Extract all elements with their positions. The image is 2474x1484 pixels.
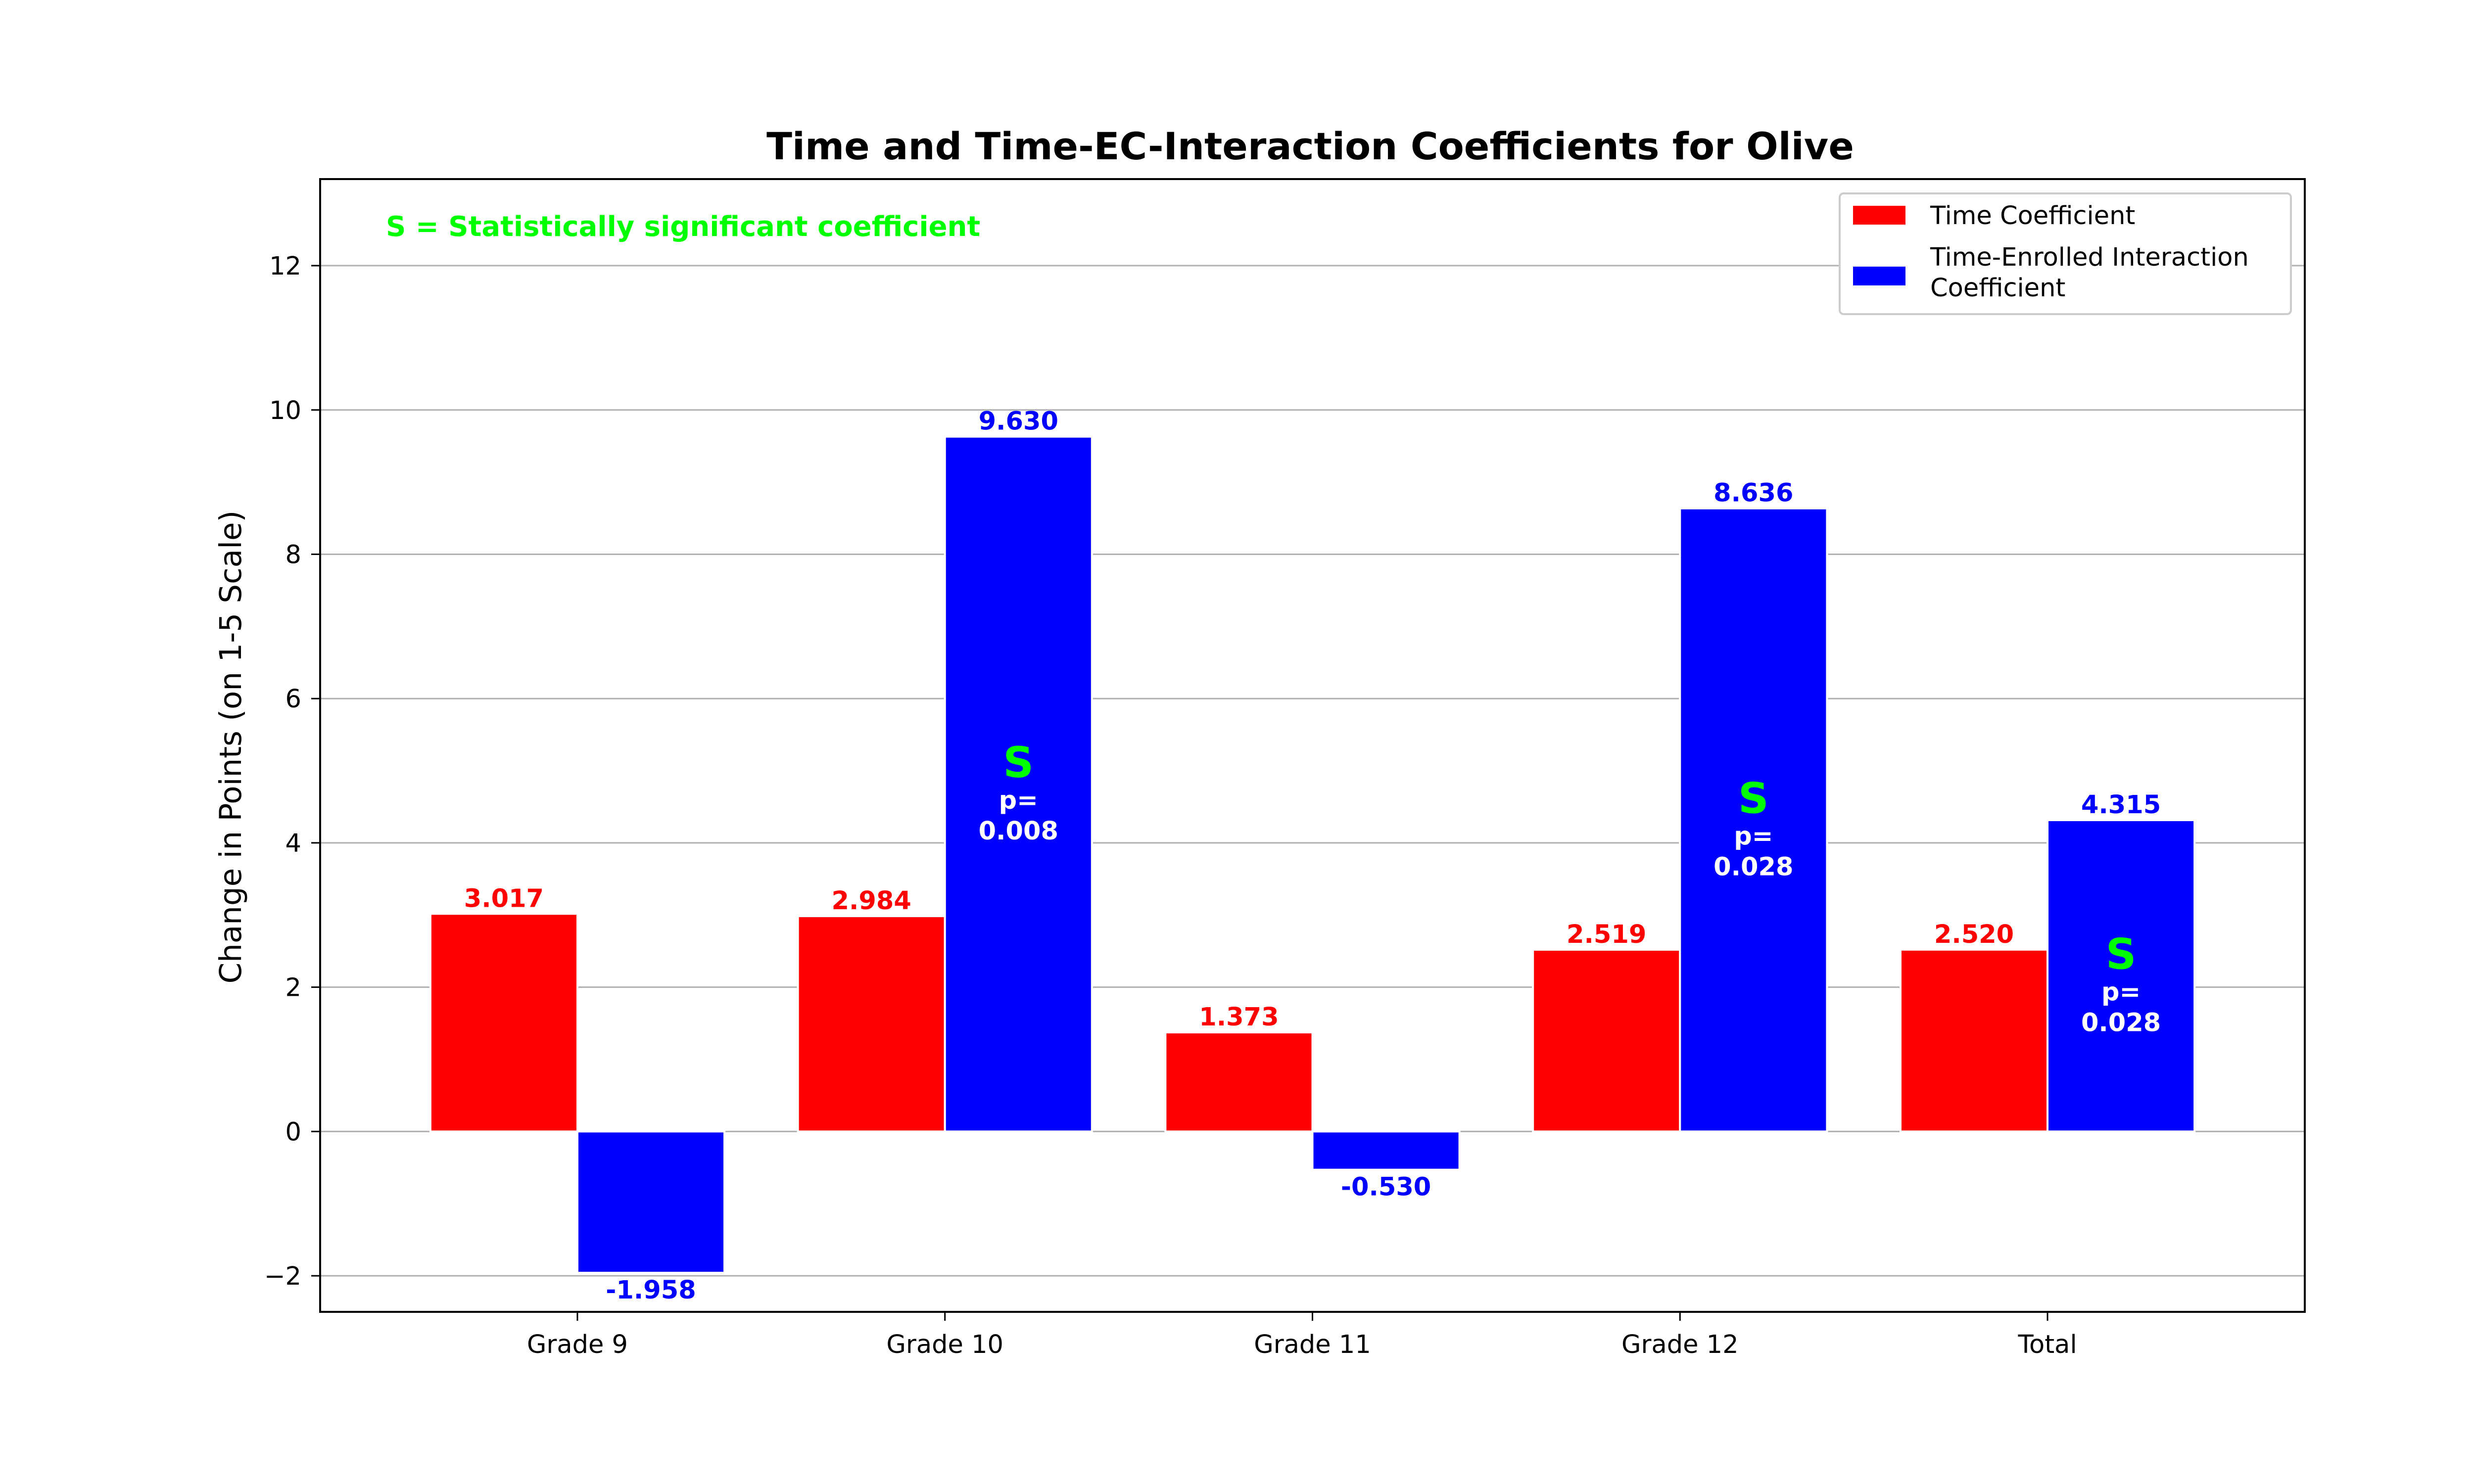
bar <box>797 915 946 1133</box>
data-label: -0.530 <box>1341 1173 1431 1202</box>
y-tick-label: 0 <box>285 1117 301 1147</box>
legend-label-line: Time-Enrolled Interaction <box>1930 243 2249 272</box>
y-tick-label: 4 <box>285 829 301 858</box>
bar <box>944 435 1093 1133</box>
significance-note: S = Statistically significant coefficien… <box>386 211 980 243</box>
p-value-label: p= <box>1734 822 1773 851</box>
p-value: 0.028 <box>2081 1009 2161 1038</box>
legend: Time Coefficient Time-Enrolled Interacti… <box>1839 192 2292 315</box>
axis-ticks: −2 0 2 4 6 8 10 12 Grade 9 Grade 10 Grade 11 Grade … <box>264 252 2077 1359</box>
significance-mark: S <box>1738 774 1769 824</box>
data-label: 1.373 <box>1199 1003 1279 1032</box>
p-value: 0.008 <box>979 817 1058 846</box>
data-label: 4.315 <box>2081 790 2161 820</box>
y-tick-label: −2 <box>264 1262 301 1291</box>
legend-label-line: Coefficient <box>1930 274 2065 303</box>
bar <box>1311 1130 1461 1171</box>
bar <box>2046 819 2196 1133</box>
x-tick-label: Grade 9 <box>527 1330 628 1359</box>
legend-swatch-interaction-coefficient <box>1853 267 1905 285</box>
y-axis-label: Change in Points (on 1-5 Scale) <box>213 510 248 984</box>
data-label: 3.017 <box>464 884 544 913</box>
y-tick-label: 6 <box>285 685 301 714</box>
y-tick-label: 8 <box>285 540 301 569</box>
bar <box>576 1130 726 1274</box>
data-label: 2.984 <box>832 886 911 916</box>
legend-frame <box>1839 192 2292 315</box>
chart-title: Time and Time-EC-Interaction Coefficient… <box>766 124 1854 168</box>
x-tick-label: Grade 10 <box>886 1330 1003 1359</box>
bars <box>429 435 2196 1274</box>
bar <box>1679 507 1828 1133</box>
data-label: 2.520 <box>1934 920 2014 949</box>
legend-label-interaction-coefficient: Time-Enrolled Interaction Coefficient <box>1930 243 2257 303</box>
data-label: 9.630 <box>979 407 1058 436</box>
legend-swatch-time-coefficient <box>1853 206 1905 225</box>
p-value-label: p= <box>999 786 1038 815</box>
x-tick-label: Grade 11 <box>1254 1330 1371 1359</box>
x-tick-label: Total <box>2018 1330 2077 1359</box>
p-value: 0.028 <box>1713 853 1793 882</box>
significance-mark: S <box>2106 930 2137 979</box>
data-label: 8.636 <box>1713 479 1793 508</box>
y-tick-label: 2 <box>285 974 301 1003</box>
p-value-label: p= <box>2101 978 2141 1007</box>
bar <box>1532 948 1681 1133</box>
bar <box>1164 1031 1314 1133</box>
bar <box>1899 948 2049 1133</box>
x-tick-label: Grade 12 <box>1621 1330 1739 1359</box>
y-tick-label: 10 <box>269 396 301 425</box>
y-tick-label: 12 <box>269 252 301 281</box>
legend-label-time-coefficient: Time Coefficient <box>1930 201 2135 231</box>
bar <box>429 913 578 1133</box>
data-label: -1.958 <box>606 1276 696 1305</box>
significance-mark: S <box>1003 738 1034 788</box>
data-label: 2.519 <box>1567 920 1646 949</box>
